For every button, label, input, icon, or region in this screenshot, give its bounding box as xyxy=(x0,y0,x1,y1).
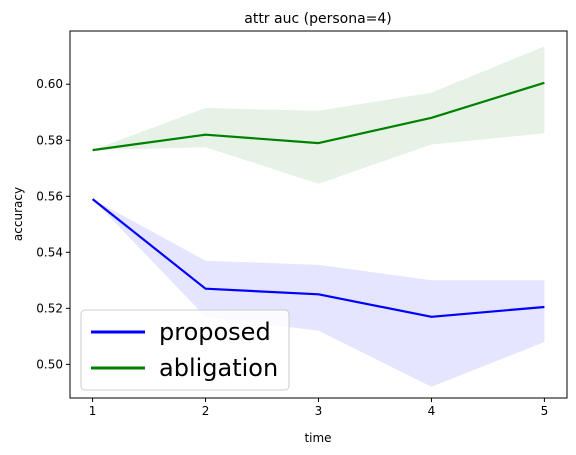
legend-box xyxy=(80,309,290,391)
confidence-bands xyxy=(92,46,545,387)
y-tick-label: 0.56 xyxy=(36,189,63,203)
x-tick-label: 5 xyxy=(541,404,549,418)
legend-label-proposed: proposed xyxy=(159,318,271,346)
series-lines xyxy=(91,81,545,318)
y-axis-label: accuracy xyxy=(11,187,25,241)
y-tick-label: 0.54 xyxy=(36,245,63,259)
series-line-abligation xyxy=(92,81,545,152)
legend: proposed abligation xyxy=(80,309,290,391)
y-axis-ticks: 0.50 0.52 0.54 0.56 0.58 0.60 xyxy=(36,77,70,371)
y-tick-label: 0.58 xyxy=(36,133,63,147)
x-axis-ticks: 1 2 3 4 5 xyxy=(89,398,548,418)
x-tick-label: 2 xyxy=(202,404,210,418)
series-line-proposed xyxy=(91,198,545,318)
y-tick-label: 0.60 xyxy=(36,77,63,91)
y-tick-label: 0.50 xyxy=(36,357,63,371)
band-abligation xyxy=(92,46,545,184)
y-tick-label: 0.52 xyxy=(36,301,63,315)
x-tick-label: 4 xyxy=(428,404,436,418)
x-tick-label: 1 xyxy=(89,404,97,418)
x-axis-label: time xyxy=(304,431,331,445)
legend-label-abligation: abligation xyxy=(159,354,278,382)
band-proposed xyxy=(92,199,545,387)
x-tick-label: 3 xyxy=(315,404,323,418)
chart-title: attr auc (persona=4) xyxy=(244,11,392,27)
